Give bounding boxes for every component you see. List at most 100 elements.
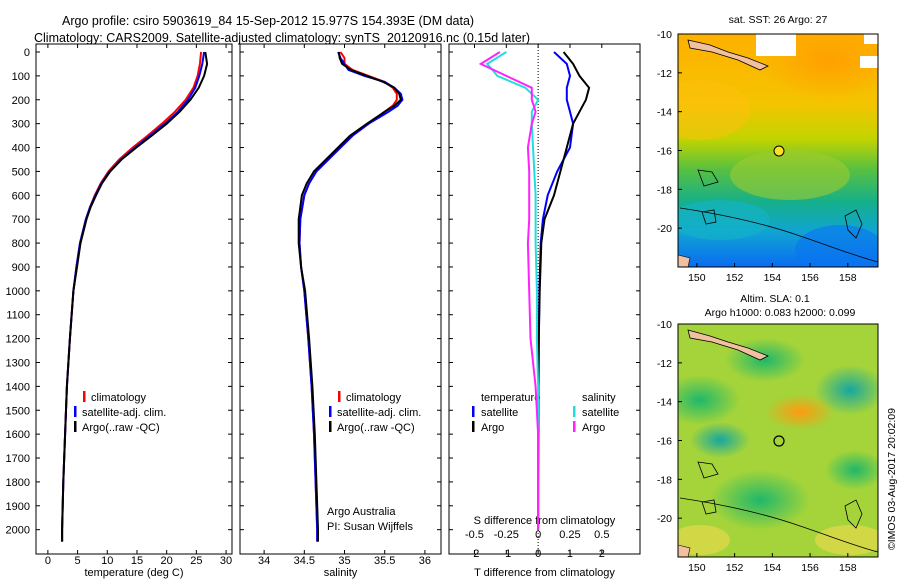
x-tick-label--1: -1 [501,548,511,560]
x-tick-label-5: 5 [75,555,81,567]
sla-lat--10: -10 [657,319,672,331]
sst-lat--18: -18 [657,184,672,196]
sst-map [678,34,878,267]
depth-tick-1600: 1600 [6,429,30,441]
depth-tick-800: 800 [12,238,30,250]
depth-tick-300: 300 [12,119,30,131]
difference-legend: temperature salinity satellite satellite… [472,392,619,434]
depth-tick-700: 700 [12,214,30,226]
sla-lat--20: -20 [657,513,672,525]
x-tick-label--2: -2 [470,548,480,560]
sla-lon-152: 152 [726,562,744,574]
series-1-climatology [298,51,398,542]
legend-climatology: climatology [91,392,147,404]
sla-lon-158: 158 [839,562,857,574]
series-salinity-Argo [478,51,540,530]
depth-tick-1400: 1400 [6,381,30,393]
series-temperature-satellite [537,51,575,530]
legend-salinity-title: salinity [582,392,616,404]
x-tick-label-0: 0 [45,555,51,567]
series-1-satellite-adj-clim- [298,51,404,542]
panel-frame-1 [239,43,442,555]
sla-lon-150: 150 [688,562,706,574]
depth-tick-400: 400 [12,143,30,155]
credit-line-2: PI: Susan Wijffels [327,521,413,533]
legend-t-argo: Argo [481,422,504,434]
legend-s-argo: Argo [582,422,605,434]
depth-tick-0: 0 [24,47,30,59]
depth-tick-1300: 1300 [6,357,30,369]
sla-argo-marker [773,435,785,447]
sst-lon-154: 154 [764,272,782,284]
x-axis-label-0: temperature (deg C) [84,567,183,579]
sst-lat--20: -20 [657,223,672,235]
title-line-1: Argo profile: csiro 5903619_84 15-Sep-20… [62,14,474,28]
depth-tick-200: 200 [12,95,30,107]
sla-lon-156: 156 [801,562,819,574]
x-tick-label-20: 20 [161,555,173,567]
depth-tick-1200: 1200 [6,334,30,346]
depth-tick-1900: 1900 [6,501,30,513]
sst-lon-156: 156 [801,272,819,284]
x-tick-label-15: 15 [131,555,143,567]
x-tick-label-34.5: 34.5 [294,555,315,567]
sst-lon-158: 158 [839,272,857,284]
title-line-2: Climatology: CARS2009. Satellite-adjuste… [34,31,530,45]
legend-climatology-sal: climatology [346,392,402,404]
depth-tick-2000: 2000 [6,525,30,537]
legend-temperature-title: temperature [481,392,540,404]
sst-lat--16: -16 [657,146,672,158]
x-tick-label-25: 25 [190,555,202,567]
salinity-diff-tick-0: 0 [535,529,541,541]
x-tick-label-35.5: 35.5 [374,555,395,567]
salinity-diff-axis-label: S difference from climatology [474,515,616,527]
depth-tick-500: 500 [12,166,30,178]
x-tick-label-10: 10 [101,555,113,567]
x-tick-label-36: 36 [419,555,431,567]
legend-s-satellite: satellite [582,407,619,419]
salinity-diff-tick--0.25: -0.25 [494,529,519,541]
legend-argo-sal: Argo(..raw -QC) [337,422,415,434]
salinity-diff-tick-0.25: 0.25 [559,529,580,541]
sla-lat--12: -12 [657,358,672,370]
sst-lon-152: 152 [726,272,744,284]
sla-map [678,324,878,557]
credit-line-1: Argo Australia [327,506,396,518]
series-0-satellite-adj-clim- [61,51,206,542]
sla-lon-154: 154 [764,562,782,574]
sla-map-title-2: Argo h1000: 0.083 h2000: 0.099 [705,307,856,319]
salinity-diff-tick--0.5: -0.5 [465,529,484,541]
series-0-Argo-raw-QC- [61,51,209,542]
depth-tick-100: 100 [12,71,30,83]
x-tick-label-1: 1 [567,548,573,560]
salinity-legend: climatology satellite-adj. clim. Argo(..… [327,391,421,533]
x-tick-label-30: 30 [220,555,232,567]
x-axis-label-2: T difference from climatology [474,567,615,579]
x-tick-label-35: 35 [338,555,350,567]
temperature-legend: climatology satellite-adj. clim. Argo(..… [74,391,166,434]
x-tick-label-0: 0 [535,548,541,560]
legend-satellite: satellite-adj. clim. [82,407,166,419]
depth-tick-900: 900 [12,262,30,274]
sst-lon-150: 150 [688,272,706,284]
sla-lat--18: -18 [657,474,672,486]
panel-frame-2 [448,43,641,555]
series-salinity-satellite [485,51,540,530]
series-temperature-Argo [537,51,591,530]
sst-lat--14: -14 [657,107,672,119]
series-1-Argo-raw-QC- [297,51,402,542]
depth-tick-1700: 1700 [6,453,30,465]
footer-timestamp: ©IMOS 03-Aug-2017 20:02:09 [886,408,898,550]
sst-map-title: sat. SST: 26 Argo: 27 [729,14,828,26]
sst-lat--12: -12 [657,68,672,80]
depth-tick-1100: 1100 [6,310,30,322]
series-0-climatology [61,51,203,542]
depth-tick-1000: 1000 [6,286,30,298]
sst-argo-marker [773,145,785,157]
legend-t-satellite: satellite [481,407,518,419]
depth-tick-1500: 1500 [6,405,30,417]
x-tick-label-2: 2 [599,548,605,560]
depth-tick-600: 600 [12,190,30,202]
legend-satellite-sal: satellite-adj. clim. [337,407,421,419]
